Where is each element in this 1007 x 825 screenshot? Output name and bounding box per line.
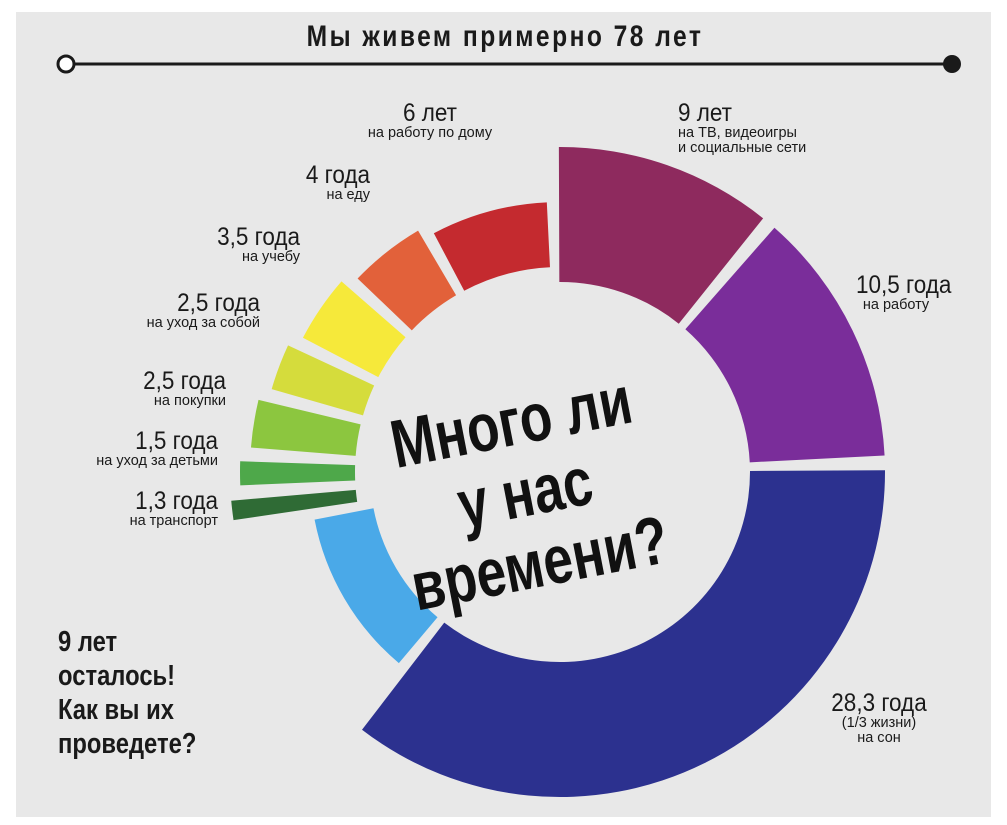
slice-value: 1,3 года <box>135 487 218 515</box>
slice-desc: на уход за детьми <box>96 453 218 470</box>
donut-slice-study <box>302 281 406 378</box>
slice-desc: и социальные сети <box>678 140 807 157</box>
slice-value: 9 лет <box>678 99 732 127</box>
donut-slice-shopping <box>250 399 361 456</box>
donut-slice-housework <box>433 202 550 291</box>
remaining-time-note: 9 лет осталось! Как вы их проведете? <box>58 625 230 761</box>
slice-desc: на ТВ, видеоигры <box>678 125 797 142</box>
donut-slice-childcare <box>240 461 356 486</box>
remaining-note-line: 9 лет <box>58 626 118 658</box>
slice-desc: на покупки <box>153 393 226 410</box>
slice-label-childcare: 1,5 года на уход за детьми <box>20 428 218 469</box>
donut-slice-remaining <box>314 508 438 664</box>
slice-desc: на уход за собой <box>146 315 260 332</box>
slice-value: 3,5 года <box>217 223 300 251</box>
remaining-note-line: Как вы их <box>58 694 174 726</box>
slice-desc: на еду <box>326 187 370 204</box>
donut-slices <box>231 147 885 797</box>
slice-desc: на учебу <box>241 249 300 266</box>
slice-label-shopping: 2,5 года на покупки <box>40 368 226 409</box>
slice-label-work: 10,5 года на работу <box>856 272 962 313</box>
center-question: Много ли у нас времени? <box>378 362 675 626</box>
donut-slice-work <box>685 227 885 463</box>
timeline-start-marker <box>56 54 76 74</box>
donut-slice-selfcare <box>271 345 375 416</box>
slice-label-transport: 1,3 года на транспорт <box>40 488 218 529</box>
donut-slice-food <box>357 230 457 331</box>
remaining-note-line: проведете? <box>58 728 197 760</box>
slice-desc: на сон <box>857 730 901 747</box>
slice-label-tv: 9 лет на ТВ, видеоигры и социальные сети <box>678 100 806 157</box>
slice-value: 10,5 года <box>856 271 952 299</box>
chart-title: Мы живем примерно 78 лет <box>306 20 704 53</box>
slice-desc: (1/3 жизни) <box>841 715 917 732</box>
slice-desc: на работу <box>862 297 930 314</box>
slice-value: 4 года <box>305 161 370 189</box>
remaining-note-line: осталось! <box>58 660 176 692</box>
slice-value: 2,5 года <box>143 367 226 395</box>
slice-label-housework: 6 лет на работу по дому <box>330 100 530 141</box>
slice-label-sleep: 28,3 года (1/3 жизни) на сон <box>814 690 944 747</box>
donut-slice-tv <box>558 147 764 324</box>
slice-label-selfcare: 2,5 года на уход за собой <box>40 290 260 331</box>
slice-value: 28,3 года <box>831 689 927 717</box>
slice-desc: на транспорт <box>129 513 218 530</box>
slice-label-study: 3,5 года на учебу <box>120 224 300 265</box>
donut-slice-sleep <box>362 470 885 797</box>
slice-desc: на работу по дому <box>367 125 493 142</box>
slice-value: 2,5 года <box>177 289 260 317</box>
slice-value: 1,5 года <box>135 427 218 455</box>
timeline-end-marker <box>943 55 961 73</box>
slice-label-food: 4 года на еду <box>200 162 370 203</box>
donut-slice-transport <box>231 489 358 521</box>
slice-value: 6 лет <box>403 99 457 127</box>
